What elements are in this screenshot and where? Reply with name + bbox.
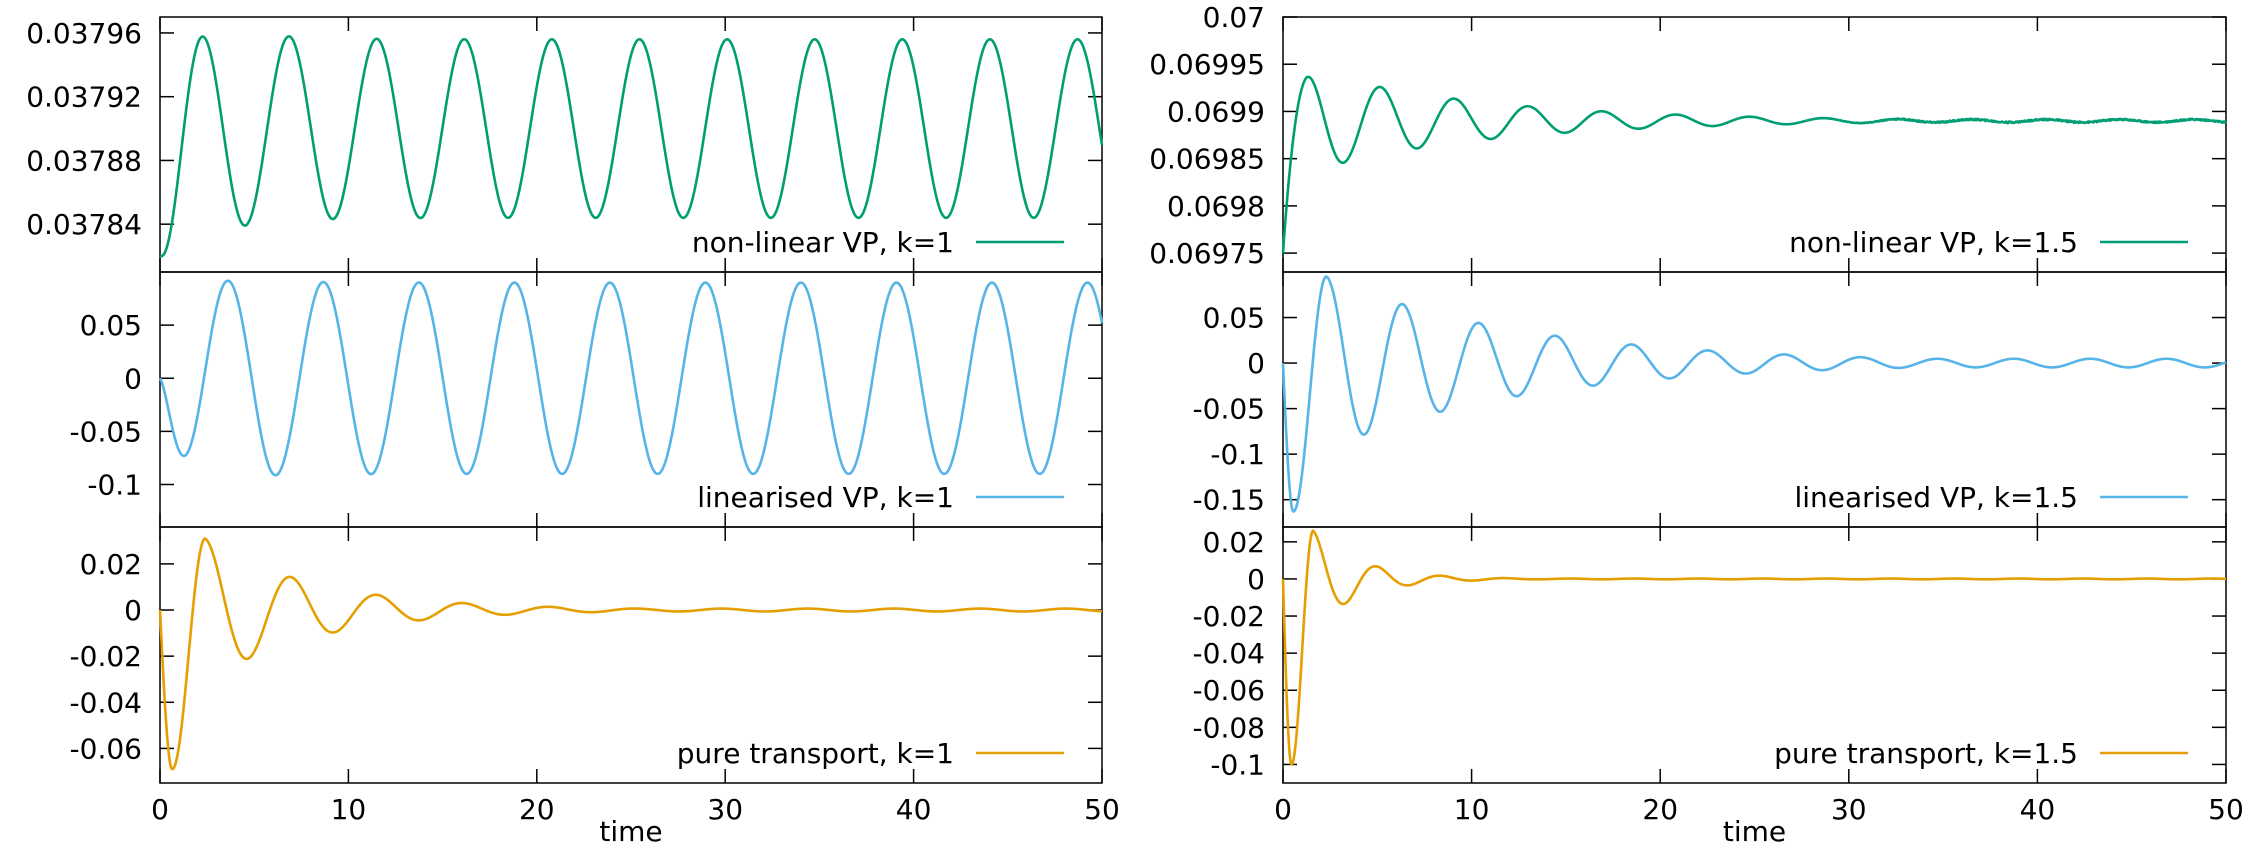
y-tick-label: 0.05 [1203,302,1265,335]
series-line-nonlinear-k1 [159,35,1104,258]
y-tick-label: -0.06 [70,732,142,765]
x-tick-label: 30 [1831,793,1867,826]
y-tick-label: 0 [1247,347,1265,380]
x-tick-label: 50 [2208,793,2244,826]
chart-panel-transport-k15: -0.1 -0.08 -0.06 -0.04 -0.02 0 0.02 0 10 20 30 40 50… [1193,526,2244,848]
legend-label: linearised VP, k=1.5 [1794,481,2078,514]
y-tick-label: -0.06 [1193,674,1265,707]
y-tick-label: -0.1 [87,469,142,502]
legend-label: non-linear VP, k=1.5 [1789,226,2078,259]
series-line-transport-k1 [158,537,1103,771]
y-tick-label: 0.06975 [1149,237,1265,270]
y-tick-label: 0.02 [80,548,142,581]
y-tick-label: 0 [124,362,142,395]
series-line-nonlinear-k15 [1281,75,2227,254]
x-tick-label: 40 [2020,793,2056,826]
legend-label: non-linear VP, k=1 [692,226,954,259]
plot-frame [159,271,1103,528]
y-tick-label: 0.0699 [1167,95,1265,128]
y-tick-label: 0.03796 [26,17,142,50]
y-tick-label: 0.03788 [26,144,142,177]
y-tick-label: -0.15 [1193,484,1265,517]
plot-frame [1282,271,2227,528]
y-tick-label: 0.07 [1203,1,1265,34]
x-tick-label: 20 [1642,793,1678,826]
y-tick-label: 0.03792 [26,81,142,114]
chart-panel-transport-k1: -0.06 -0.04 -0.02 0 0.02 0 10 20 30 40 50 time pure … [70,526,1120,848]
series-line-linearised-k1 [158,279,1104,477]
plot-frame [1282,526,2227,784]
x-tick-label: 50 [1084,793,1120,826]
chart-panel-nonlinear-k1: 0.03784 0.03788 0.03792 0.03796 non-linear V… [26,16,1104,273]
y-tick-label: -0.1 [1210,748,1265,781]
x-tick-label: 30 [707,793,743,826]
series-line-linearised-k15 [1281,275,2227,513]
y-tick-label: -0.04 [70,686,142,719]
x-axis-label: time [1723,815,1786,848]
y-tick-label: -0.05 [1193,393,1265,426]
plot-frame [159,526,1103,784]
y-tick-label: 0 [1247,563,1265,596]
x-tick-label: 20 [519,793,555,826]
y-tick-label: -0.1 [1210,438,1265,471]
x-tick-label: 0 [151,793,169,826]
chart-panel-nonlinear-k15: 0.06975 0.0698 0.06985 0.0699 0.06995 0.07 non… [1149,1,2227,273]
y-tick-label: -0.02 [1193,600,1265,633]
chart-panel-linearised-k15: -0.15 -0.1 -0.05 0 0.05 linearised VP, k=1.5 [1193,271,2227,528]
legend-label: linearised VP, k=1 [697,481,954,514]
x-tick-label: 40 [896,793,932,826]
y-tick-label: -0.02 [70,640,142,673]
y-tick-label: -0.05 [70,415,142,448]
y-tick-label: 0.06995 [1149,48,1265,81]
y-tick-label: 0.03784 [26,208,142,241]
y-tick-label: -0.08 [1193,711,1265,744]
x-axis-label: time [599,815,662,848]
y-tick-label: 0.0698 [1167,190,1265,223]
legend-label: pure transport, k=1 [677,737,954,770]
y-tick-label: 0.05 [80,309,142,342]
x-tick-label: 10 [1454,793,1490,826]
x-tick-label: 0 [1274,793,1292,826]
legend-label: pure transport, k=1.5 [1774,737,2078,770]
y-tick-label: 0 [124,594,142,627]
x-tick-label: 10 [331,793,367,826]
y-tick-label: -0.04 [1193,637,1265,670]
chart-panel-linearised-k1: -0.1 -0.05 0 0.05 linearised VP, k=1 [70,271,1104,528]
y-tick-label: 0.02 [1203,526,1265,559]
series-line-transport-k15 [1281,529,2227,766]
y-tick-label: 0.06985 [1149,143,1265,176]
